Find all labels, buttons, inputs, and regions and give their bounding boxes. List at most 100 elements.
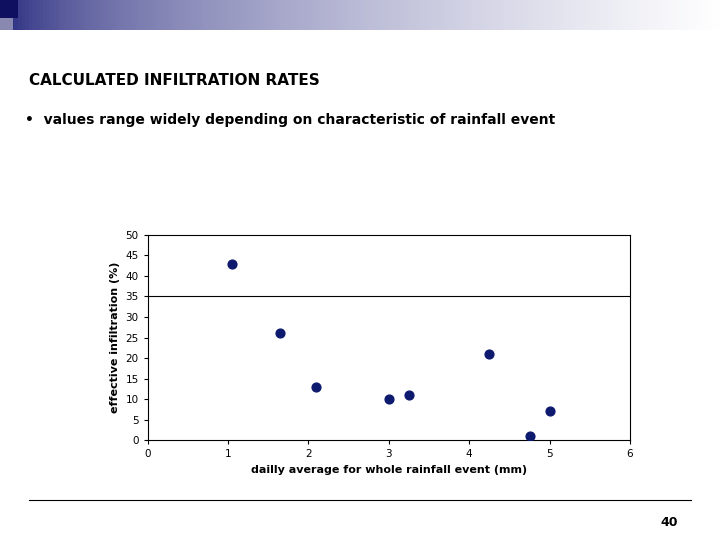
Bar	[616, 0, 619, 30]
Bar	[439, 0, 443, 30]
Bar	[598, 0, 601, 30]
Bar	[76, 0, 79, 30]
Bar	[14, 0, 18, 30]
Bar	[468, 0, 472, 30]
Bar	[0, 0, 4, 30]
Bar	[364, 0, 367, 30]
Bar	[400, 0, 403, 30]
Bar	[158, 0, 162, 30]
Bar	[349, 0, 353, 30]
Bar	[277, 0, 281, 30]
Bar	[270, 0, 274, 30]
Bar	[281, 0, 284, 30]
Bar	[421, 0, 425, 30]
Bar	[328, 0, 331, 30]
Bar	[533, 0, 536, 30]
Point	[383, 395, 395, 403]
Bar	[601, 0, 605, 30]
Bar	[108, 0, 112, 30]
Bar	[526, 0, 529, 30]
Bar	[306, 0, 310, 30]
X-axis label: dailly average for whole rainfall event (mm): dailly average for whole rainfall event …	[251, 465, 527, 475]
Bar	[86, 0, 90, 30]
Bar	[436, 0, 439, 30]
Bar	[50, 0, 54, 30]
Bar	[238, 0, 241, 30]
Bar	[522, 0, 526, 30]
Bar	[425, 0, 428, 30]
Bar	[666, 0, 670, 30]
Bar	[688, 0, 691, 30]
Bar	[133, 0, 137, 30]
Bar	[299, 0, 302, 30]
Bar	[662, 0, 666, 30]
Bar	[702, 0, 706, 30]
Bar	[378, 0, 382, 30]
Bar	[464, 0, 468, 30]
Bar	[490, 0, 493, 30]
Bar	[230, 0, 234, 30]
Bar	[605, 0, 608, 30]
Bar	[680, 0, 684, 30]
Bar	[392, 0, 396, 30]
Bar	[367, 0, 371, 30]
Bar	[594, 0, 598, 30]
Bar	[374, 0, 378, 30]
Point	[544, 407, 555, 416]
Bar	[245, 0, 248, 30]
Bar	[54, 0, 58, 30]
Bar	[187, 0, 191, 30]
Bar	[608, 0, 612, 30]
Bar	[446, 0, 450, 30]
Bar	[389, 0, 392, 30]
Bar	[500, 0, 504, 30]
Bar	[450, 0, 454, 30]
Y-axis label: effective infiltration (%): effective infiltration (%)	[109, 262, 120, 413]
Point	[484, 349, 495, 358]
Bar	[562, 0, 565, 30]
Bar	[511, 0, 515, 30]
Bar	[94, 0, 97, 30]
Bar	[443, 0, 446, 30]
Bar	[655, 0, 659, 30]
Bar	[410, 0, 414, 30]
Bar	[22, 0, 25, 30]
Bar	[248, 0, 252, 30]
Bar	[216, 0, 220, 30]
Bar	[677, 0, 680, 30]
Bar	[198, 0, 202, 30]
Bar	[342, 0, 346, 30]
Bar	[414, 0, 418, 30]
Bar	[461, 0, 464, 30]
Bar	[335, 0, 338, 30]
Bar	[569, 0, 572, 30]
Text: •  values range widely depending on characteristic of rainfall event: • values range widely depending on chara…	[25, 113, 555, 127]
Bar	[47, 0, 50, 30]
Bar	[220, 0, 223, 30]
Bar	[554, 0, 558, 30]
Bar	[684, 0, 688, 30]
Bar	[482, 0, 486, 30]
Bar	[475, 0, 479, 30]
Bar	[713, 0, 716, 30]
Bar	[626, 0, 630, 30]
Point	[403, 390, 415, 399]
Bar	[612, 0, 616, 30]
Text: 40: 40	[661, 516, 678, 529]
Bar	[310, 0, 313, 30]
Bar	[256, 0, 259, 30]
Bar	[580, 0, 583, 30]
Bar	[641, 0, 644, 30]
Bar	[320, 0, 324, 30]
Bar	[61, 0, 65, 30]
Bar	[418, 0, 421, 30]
Bar	[353, 0, 356, 30]
Bar	[623, 0, 626, 30]
Bar	[72, 0, 76, 30]
Bar	[508, 0, 511, 30]
Bar	[166, 0, 169, 30]
Bar	[18, 0, 22, 30]
Bar	[194, 0, 198, 30]
Bar	[58, 0, 61, 30]
Bar	[371, 0, 374, 30]
